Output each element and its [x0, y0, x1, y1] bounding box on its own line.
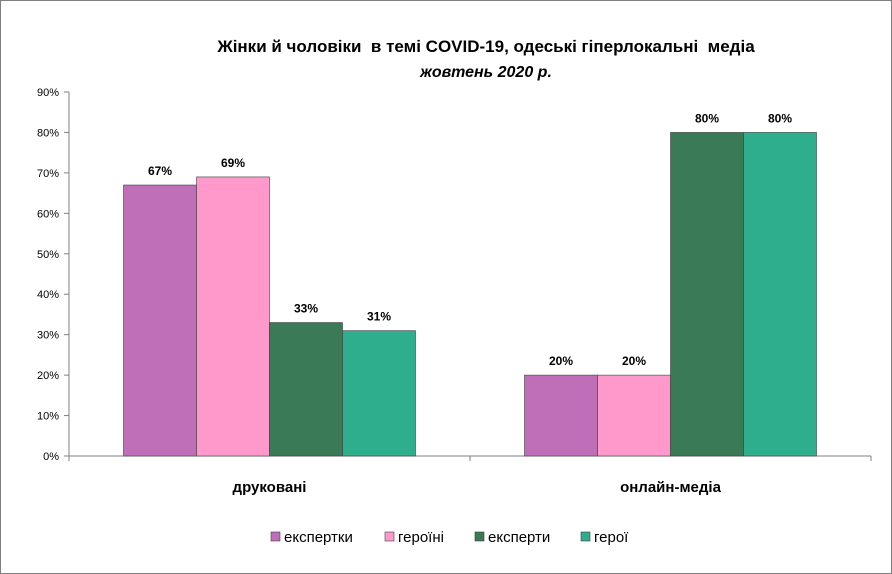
legend-swatch [580, 531, 591, 542]
bar [123, 184, 197, 457]
chart-title: Жінки й чоловіки в темі COVID-19, одеськ… [216, 37, 755, 56]
y-tick-label: 50% [37, 249, 59, 261]
chart-subtitle: жовтень 2020 р. [419, 64, 552, 81]
bar [597, 374, 671, 457]
legend-label: експертки [284, 529, 353, 546]
category-label: онлайн-медіа [620, 479, 721, 496]
y-tick-label: 70% [37, 168, 59, 180]
legend-swatch [474, 531, 485, 542]
bar [269, 322, 343, 457]
y-tick-label: 0% [43, 451, 59, 463]
data-label: 31% [367, 310, 391, 324]
bar [196, 176, 270, 457]
bar [342, 330, 416, 457]
legend-label: експерти [488, 529, 550, 546]
y-tick-label: 90% [37, 87, 59, 99]
bar [524, 374, 598, 457]
data-label: 33% [294, 302, 318, 316]
data-label: 20% [549, 354, 573, 368]
bar [743, 132, 817, 457]
data-label: 69% [221, 156, 245, 170]
y-tick-label: 10% [37, 411, 59, 423]
y-tick-label: 20% [37, 370, 59, 382]
y-tick-label: 80% [37, 127, 59, 139]
bar [670, 132, 744, 457]
category-label: друковані [233, 479, 307, 496]
y-tick-label: 60% [37, 208, 59, 220]
y-tick-label: 40% [37, 289, 59, 301]
y-tick-label: 30% [37, 330, 59, 342]
category-labels: друковані онлайн-медіа [233, 479, 722, 496]
data-label: 67% [148, 164, 172, 178]
legend-swatch [270, 531, 281, 542]
bars [123, 132, 817, 457]
data-label: 80% [695, 111, 719, 125]
legend: експертки героїні експерти герої [270, 529, 629, 546]
data-label: 80% [768, 111, 792, 125]
legend-swatch [384, 531, 395, 542]
legend-label: героїні [398, 529, 444, 546]
data-labels: 67% 69% 33% 31% 20% 20% 80% 80% [148, 111, 792, 368]
data-label: 20% [622, 354, 646, 368]
legend-label: герої [594, 529, 629, 546]
